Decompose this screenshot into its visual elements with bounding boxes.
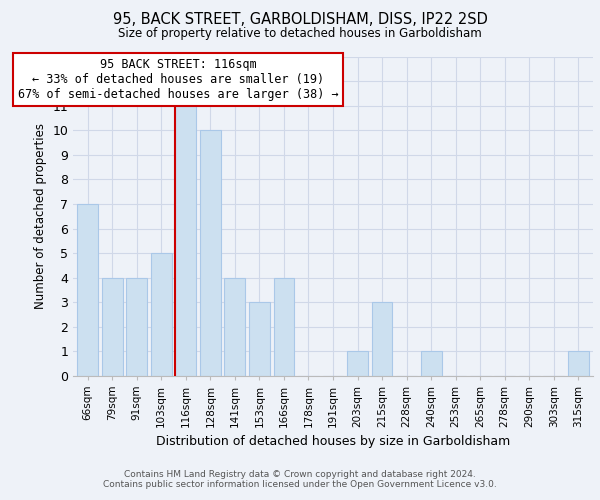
Bar — [224, 278, 245, 376]
Bar — [175, 106, 196, 376]
Y-axis label: Number of detached properties: Number of detached properties — [34, 124, 47, 310]
Bar — [347, 351, 368, 376]
Text: Contains HM Land Registry data © Crown copyright and database right 2024.
Contai: Contains HM Land Registry data © Crown c… — [103, 470, 497, 489]
Text: 95, BACK STREET, GARBOLDISHAM, DISS, IP22 2SD: 95, BACK STREET, GARBOLDISHAM, DISS, IP2… — [113, 12, 487, 28]
Bar — [568, 351, 589, 376]
X-axis label: Distribution of detached houses by size in Garboldisham: Distribution of detached houses by size … — [156, 435, 510, 448]
Bar — [102, 278, 122, 376]
Bar — [127, 278, 147, 376]
Text: 95 BACK STREET: 116sqm
← 33% of detached houses are smaller (19)
67% of semi-det: 95 BACK STREET: 116sqm ← 33% of detached… — [18, 58, 339, 101]
Bar — [371, 302, 392, 376]
Bar — [77, 204, 98, 376]
Bar — [151, 253, 172, 376]
Bar — [274, 278, 295, 376]
Bar — [200, 130, 221, 376]
Bar — [421, 351, 442, 376]
Text: Size of property relative to detached houses in Garboldisham: Size of property relative to detached ho… — [118, 28, 482, 40]
Bar — [249, 302, 270, 376]
